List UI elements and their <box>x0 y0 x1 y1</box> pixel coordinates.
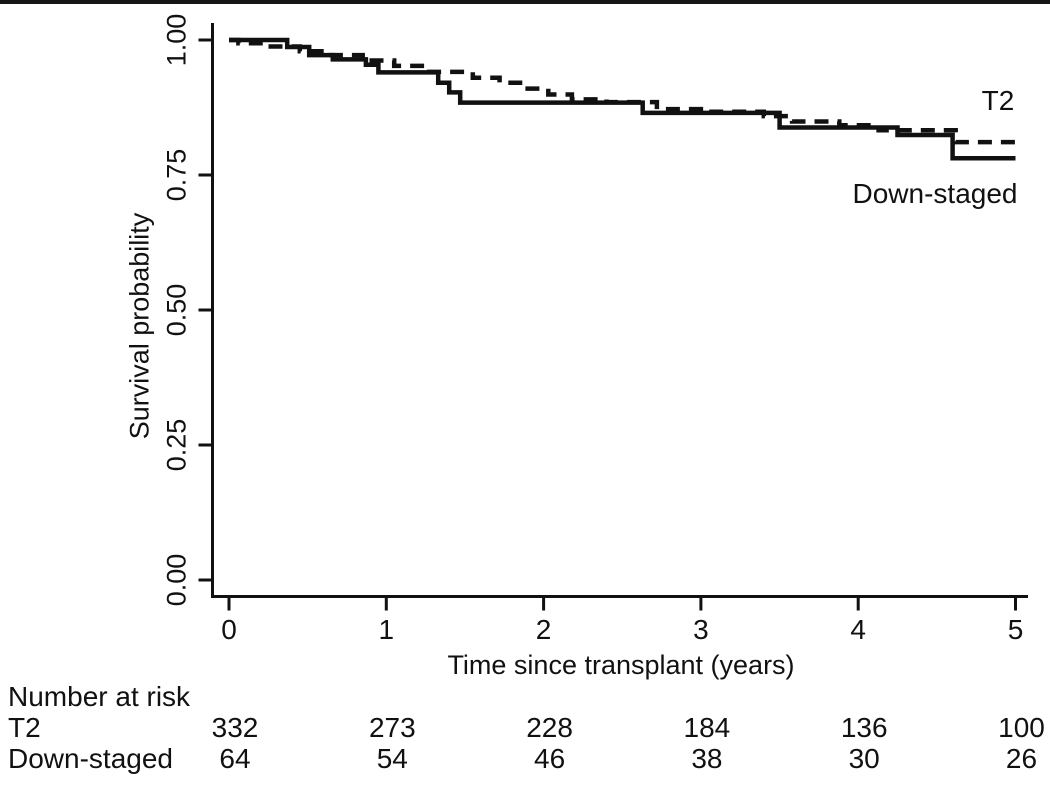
risk-value: 26 <box>1005 743 1038 774</box>
risk-table-heading: Number at risk <box>8 681 191 712</box>
y-axis-label: Survival probability <box>124 212 155 440</box>
risk-value: 136 <box>840 712 888 743</box>
risk-value: 228 <box>526 712 573 743</box>
risk-value: 332 <box>211 712 259 743</box>
x-tick-label-3: 3 <box>693 614 709 645</box>
risk-row-label-down-staged: Down-staged <box>8 743 173 774</box>
figure-top-border <box>0 0 1050 4</box>
curve-label-down-staged: Down-staged <box>852 178 1018 209</box>
y-tick-label-0.25: 0.25 <box>161 418 192 472</box>
risk-value: 184 <box>683 712 731 743</box>
x-tick-label-0: 0 <box>221 614 237 645</box>
risk-value: 46 <box>534 743 566 774</box>
curve-t2 <box>229 37 1016 145</box>
x-tick-label-4: 4 <box>850 614 866 645</box>
risk-value: 30 <box>848 743 880 774</box>
y-tick-label-1.00: 1.00 <box>161 13 192 67</box>
curve-down-staged <box>229 37 1016 161</box>
x-tick-label-1: 1 <box>378 614 395 645</box>
risk-value: 64 <box>219 743 251 774</box>
y-tick-label-0.00: 0.00 <box>161 553 192 607</box>
risk-value: 100 <box>998 712 1045 743</box>
y-tick-label-0.75: 0.75 <box>161 148 192 202</box>
x-tick-label-2: 2 <box>535 614 552 645</box>
x-tick-label-5: 5 <box>1007 614 1024 645</box>
y-tick-label-0.50: 0.50 <box>161 283 192 337</box>
risk-value: 38 <box>691 743 723 774</box>
axes-and-ticks <box>198 23 1028 611</box>
curve-label-t2: T2 <box>981 85 1015 116</box>
risk-row-label-t2: T2 <box>8 712 41 743</box>
risk-value: 273 <box>368 712 416 743</box>
x-axis-label: Time since transplant (years) <box>447 650 795 680</box>
risk-value: 54 <box>376 743 408 774</box>
